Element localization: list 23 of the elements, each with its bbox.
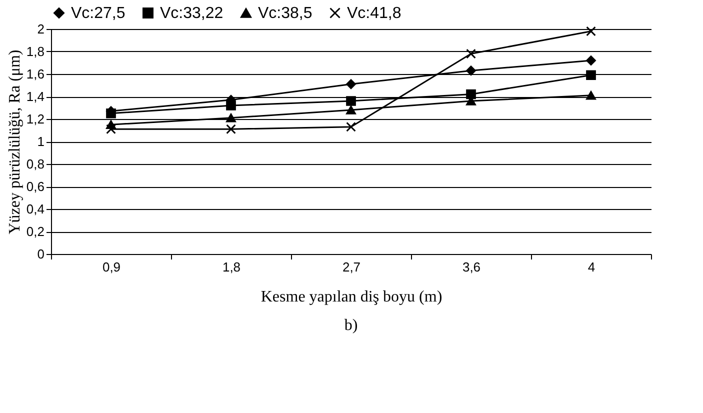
y-tick-label: 0,2 [26, 224, 44, 239]
legend-label: Vc:33,22 [160, 5, 224, 22]
x-tick-label: 1,8 [222, 260, 241, 274]
x-axis-title: Kesme yapılan diş boyu (m) [260, 288, 442, 306]
x-tick-label: 4 [588, 260, 596, 274]
y-tick-label: 0,8 [26, 156, 44, 172]
y-tick-label: 1 [37, 134, 44, 149]
y-tick-label: 0 [37, 246, 44, 262]
x-tick-label: 2,7 [342, 260, 361, 274]
y-tick-label: 1,2 [26, 112, 44, 126]
y-tick-label: 1,8 [26, 44, 44, 59]
legend-label: Vc:41,8 [347, 5, 402, 22]
legend-label: Vc:38,5 [258, 5, 312, 22]
x-tick-label: 3,6 [462, 260, 481, 274]
y-tick-label: 1,6 [26, 66, 44, 82]
y-tick-label: 2 [37, 22, 44, 36]
y-tick-label: 0,4 [26, 202, 44, 216]
y-tick-label: 0,6 [26, 179, 44, 194]
text: b) [344, 317, 358, 334]
x-tick-label: 0,9 [102, 260, 121, 274]
y-tick-label: 1,4 [26, 89, 44, 104]
legend-label: Vc:27,5 [71, 5, 126, 22]
y-axis-title: Yüzey pürüzlülüğü, Ra (μm) [6, 50, 24, 234]
